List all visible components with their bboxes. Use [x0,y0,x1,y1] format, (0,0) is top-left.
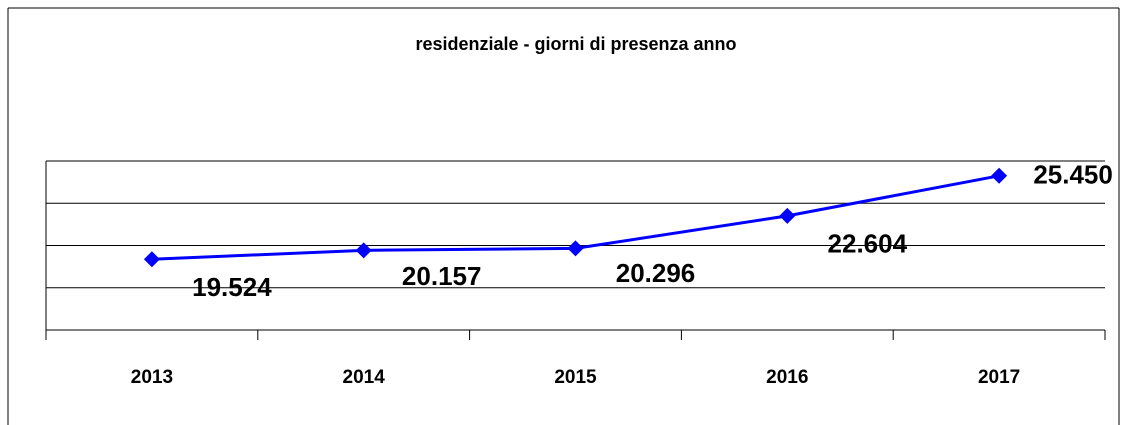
marker [779,207,796,224]
data-label: 20.157 [402,261,482,291]
x-tick-label: 2015 [554,367,597,388]
x-tick-label: 2014 [343,367,386,388]
marker [567,240,584,257]
data-label: 20.296 [616,258,696,288]
data-label: 25.450 [1033,160,1113,190]
data-label: 22.604 [828,229,908,259]
x-tick-label: 2016 [766,367,808,388]
marker [355,242,372,259]
chart-title: residenziale - giorni di presenza anno [415,34,736,54]
marker [991,167,1008,184]
x-tick-label: 2013 [131,367,173,388]
data-label: 19.524 [192,272,272,302]
x-tick-label: 2017 [978,367,1020,388]
marker [143,251,160,268]
